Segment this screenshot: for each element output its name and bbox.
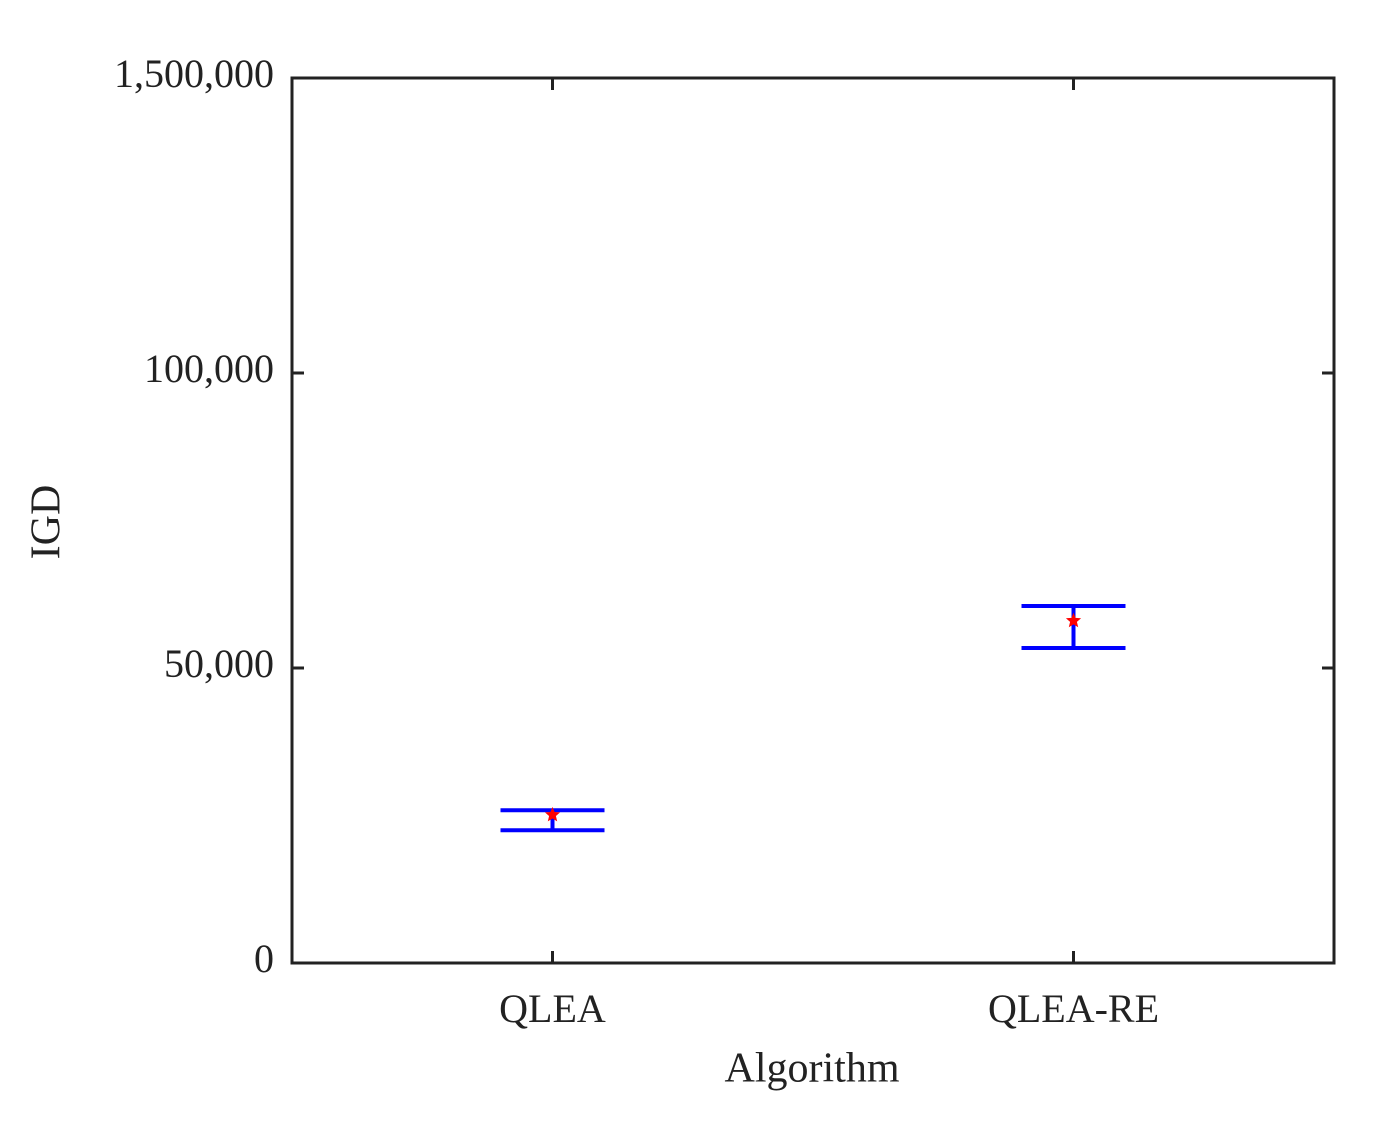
y-tick-label: 1,500,000 <box>114 51 274 96</box>
y-axis-label: IGD <box>24 485 70 560</box>
plot-frame <box>290 76 1336 965</box>
marker <box>1065 612 1082 628</box>
y-tick-label: 0 <box>254 936 274 981</box>
marker <box>544 806 561 822</box>
x-tick-label: QLEA-RE <box>988 986 1159 1031</box>
x-axis-label: Algorithm <box>725 1046 900 1092</box>
y-tick-label: 50,000 <box>164 641 274 686</box>
x-tick-label: QLEA <box>499 986 606 1031</box>
y-tick-label: 100,000 <box>144 346 274 391</box>
